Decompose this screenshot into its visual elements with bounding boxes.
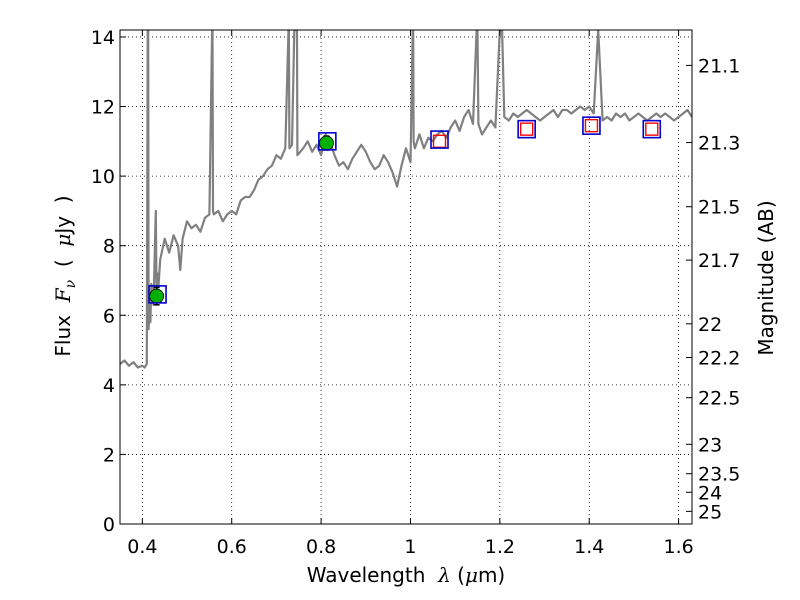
y-tick-label: 12 — [91, 97, 115, 119]
model-band-square — [430, 130, 449, 149]
y-axis-unit-mu: μ — [51, 234, 75, 247]
x-axis-unit-mu: μ — [465, 563, 478, 587]
tick-marks — [120, 30, 692, 525]
y2-axis-title: Magnitude (AB) — [754, 200, 778, 355]
y2-tick-label: 22.5 — [698, 388, 740, 410]
y-axis-unit-open: ( — [51, 247, 75, 280]
x-axis-title-prefix: Wavelength — [307, 563, 438, 587]
y2-tick-label: 24 — [698, 482, 722, 504]
y-axis-symbol: F — [51, 287, 75, 303]
model-band-square — [517, 119, 536, 139]
model-band-square — [318, 132, 337, 151]
x-axis-symbol: λ — [437, 563, 451, 587]
y2-tick-label: 23.5 — [698, 464, 740, 486]
x-tick-label: 1.2 — [485, 536, 515, 558]
y-tick-label: 14 — [91, 27, 115, 49]
y2-tick-label: 22 — [698, 314, 722, 336]
y-tick-label: 4 — [103, 375, 115, 397]
x-tick-label: 0.6 — [217, 536, 247, 558]
y2-tick-label: 21.1 — [698, 55, 740, 77]
upper-limit-square — [645, 122, 659, 136]
y2-tick-label: 23 — [698, 434, 722, 456]
y-axis-subscript: ν — [63, 279, 79, 288]
y-tick-label: 8 — [103, 236, 115, 258]
photometry-point — [319, 135, 334, 151]
x-axis-unit-rest: m) — [478, 563, 505, 587]
model-band-square — [642, 119, 662, 139]
spectrum-line — [120, 30, 692, 369]
plot-frame — [119, 29, 693, 525]
y-tick-label: 10 — [91, 166, 115, 188]
model-band-square — [148, 285, 167, 304]
x-axis-title: Wavelength λ (μm) — [307, 563, 506, 587]
x-axis-unit-open: ( — [451, 563, 465, 587]
x-tick-label: 1.4 — [574, 536, 604, 558]
y2-tick-label: 21.3 — [698, 133, 740, 155]
x-tick-label: 0.8 — [306, 536, 336, 558]
y2-tick-label: 21.5 — [698, 197, 740, 219]
x-tick-label: 0.4 — [127, 536, 157, 558]
model-band-square — [582, 116, 601, 135]
y-tick-label: 0 — [103, 514, 115, 536]
y2-tick-label: 25 — [698, 501, 722, 523]
y2-tick-label: 21.7 — [698, 250, 740, 272]
upper-limit-square — [584, 118, 599, 133]
tick-labels: 0.4 0.6 0.8 1 1.2 1.4 1.60246810121421.121.321… — [91, 27, 741, 558]
x-tick-label: 1 — [404, 536, 416, 558]
y2-tick-label: 22.2 — [698, 347, 740, 369]
y-axis-title: Flux Fν ( μJy ) — [51, 195, 79, 356]
upper-limit-square — [519, 122, 534, 136]
y-tick-label: 6 — [103, 305, 115, 327]
y-axis-unit-rest: Jy ) — [51, 195, 75, 235]
marker-layer — [148, 116, 662, 306]
spectrum-layer — [120, 30, 692, 369]
photometry-point — [149, 288, 165, 304]
y-axis-title-prefix: Flux — [51, 302, 75, 356]
y-tick-label: 2 — [103, 444, 115, 466]
x-tick-label: 1.6 — [663, 536, 693, 558]
